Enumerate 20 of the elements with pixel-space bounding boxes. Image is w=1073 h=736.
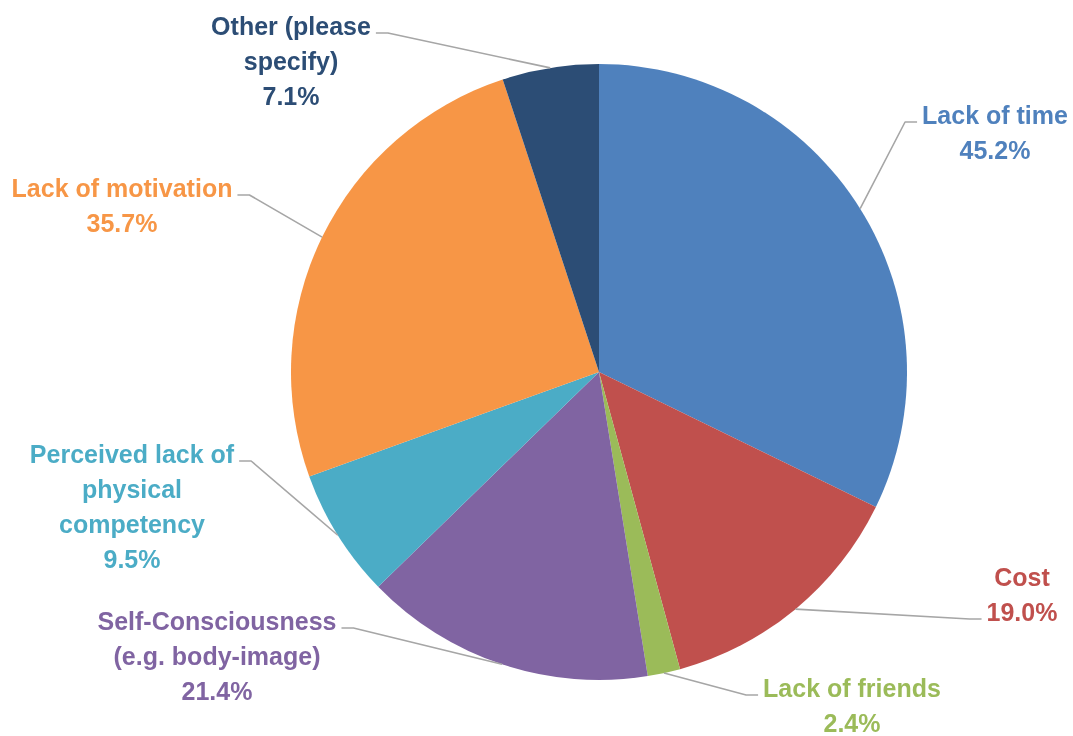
slice-label: Perceived lack of physical competency bbox=[29, 440, 235, 538]
data-label: 21.4% bbox=[181, 677, 253, 705]
data-label: 19.0% bbox=[986, 598, 1058, 626]
slice-label: Cost bbox=[994, 563, 1051, 591]
pie-slice bbox=[378, 372, 648, 680]
data-label: 9.5% bbox=[103, 545, 161, 573]
data-label: 7.1% bbox=[262, 82, 320, 110]
pie-slice bbox=[309, 372, 599, 587]
pie-slice bbox=[599, 372, 876, 670]
slice-label: Lack of motivation bbox=[11, 174, 233, 202]
data-label: 45.2% bbox=[959, 136, 1031, 164]
pie-slice bbox=[599, 372, 681, 677]
pie-slice bbox=[502, 64, 599, 372]
pie-slice bbox=[599, 64, 907, 507]
slice-label: Other (please specify) bbox=[211, 12, 371, 75]
data-label: 35.7% bbox=[86, 209, 158, 237]
slice-label: Self-Consciousness (e.g. body-image) bbox=[97, 607, 337, 670]
slice-label: Lack of friends bbox=[763, 674, 941, 702]
data-label: 2.4% bbox=[823, 709, 881, 736]
slice-label: Lack of time bbox=[922, 101, 1069, 129]
